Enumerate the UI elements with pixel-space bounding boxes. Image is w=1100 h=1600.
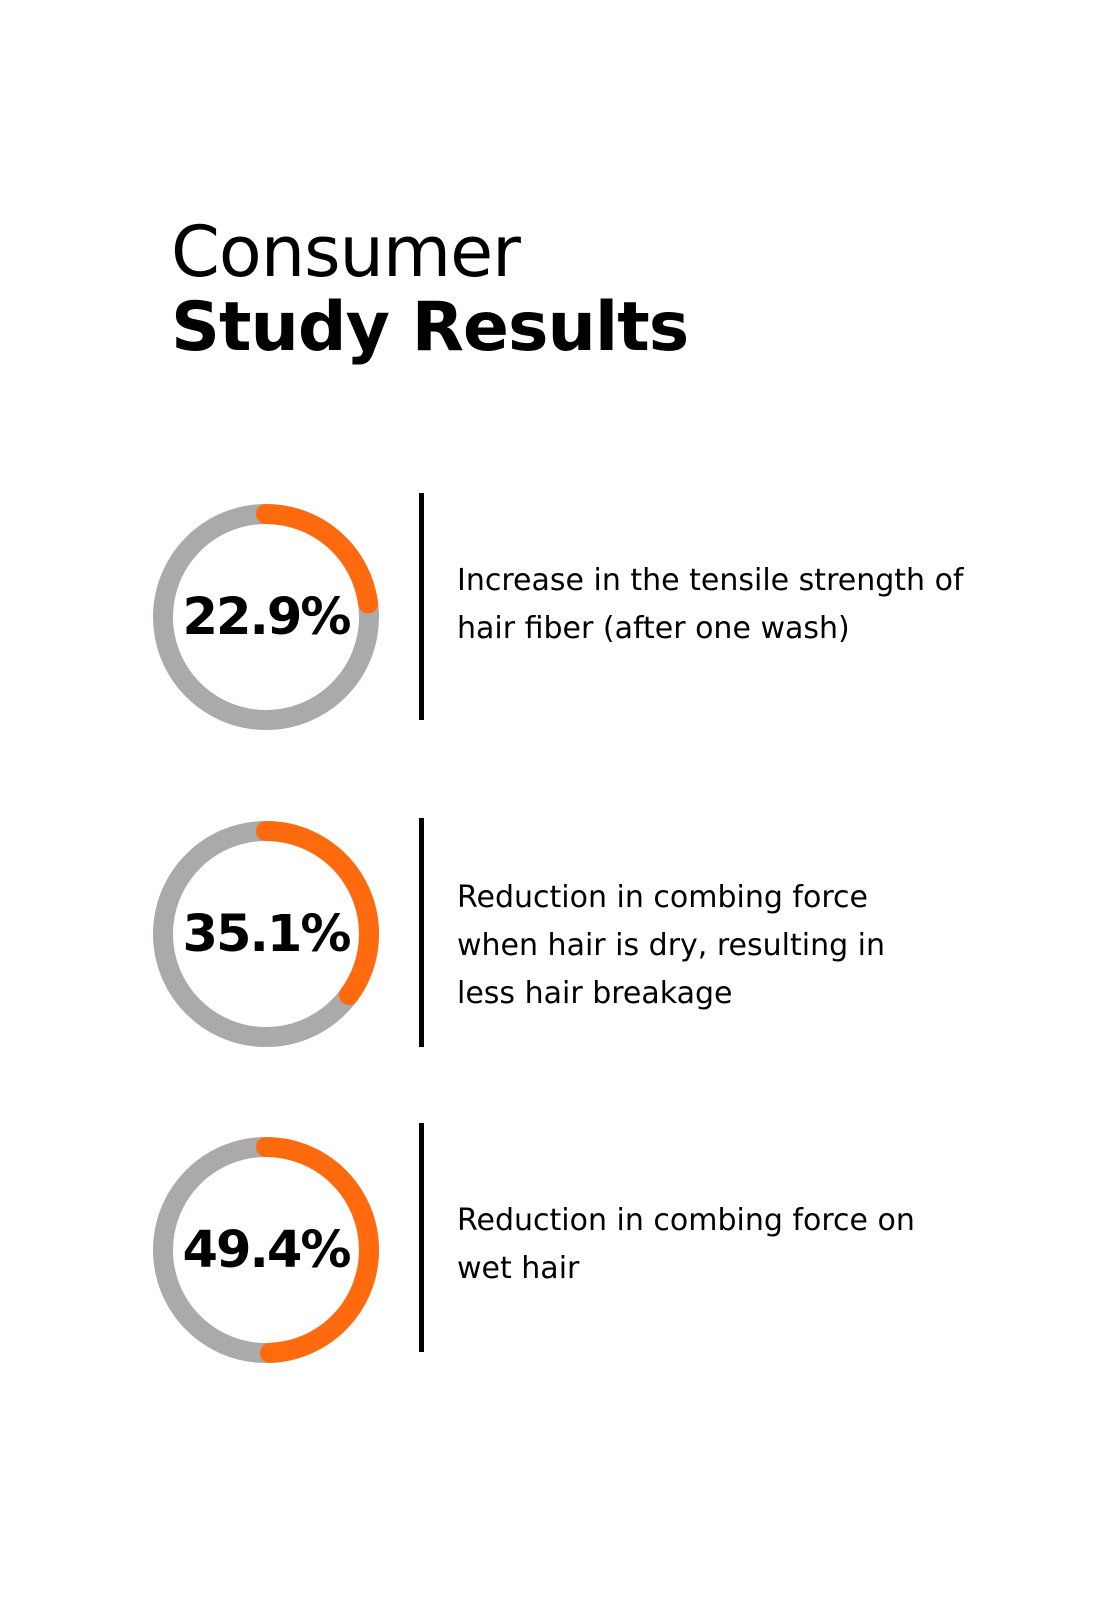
- stat-row-dry-combing-force: 35.1% Reduction in combing force when ha…: [0, 814, 1100, 1054]
- ring-chart: [153, 504, 379, 730]
- ring-progress-arc: [256, 1137, 379, 1363]
- stat-value: 49.4%: [182, 1220, 352, 1280]
- stat-description: Reduction in combing force when hair is …: [457, 880, 886, 1011]
- progress-ring-tensile-strength: 22.9%: [146, 497, 386, 737]
- stat-row-tensile-strength: 22.9% Increase in the tensile strength o…: [0, 493, 1100, 737]
- stat-description: Increase in the tensile strength of hair…: [457, 563, 964, 646]
- ring-progress-arc: [256, 821, 379, 1006]
- page-title: Consumer Study Results: [171, 211, 689, 367]
- stat-value: 22.9%: [182, 587, 352, 647]
- ring-progress-arc: [256, 504, 379, 614]
- page-title-line-1: Consumer: [171, 211, 521, 293]
- divider: [419, 1123, 424, 1352]
- progress-ring-wet-combing-force: 49.4%: [146, 1130, 386, 1370]
- ring-chart: [153, 1137, 379, 1363]
- page-title-line-2: Study Results: [171, 288, 689, 367]
- stat-row-wet-combing-force: 49.4% Reduction in combing force on wet …: [0, 1123, 1100, 1370]
- stat-value: 35.1%: [182, 904, 352, 964]
- ring-chart: [153, 821, 379, 1047]
- divider: [419, 818, 424, 1047]
- stat-description: Reduction in combing force on wet hair: [457, 1203, 915, 1286]
- progress-ring-dry-combing-force: 35.1%: [146, 814, 386, 1054]
- divider: [419, 493, 424, 720]
